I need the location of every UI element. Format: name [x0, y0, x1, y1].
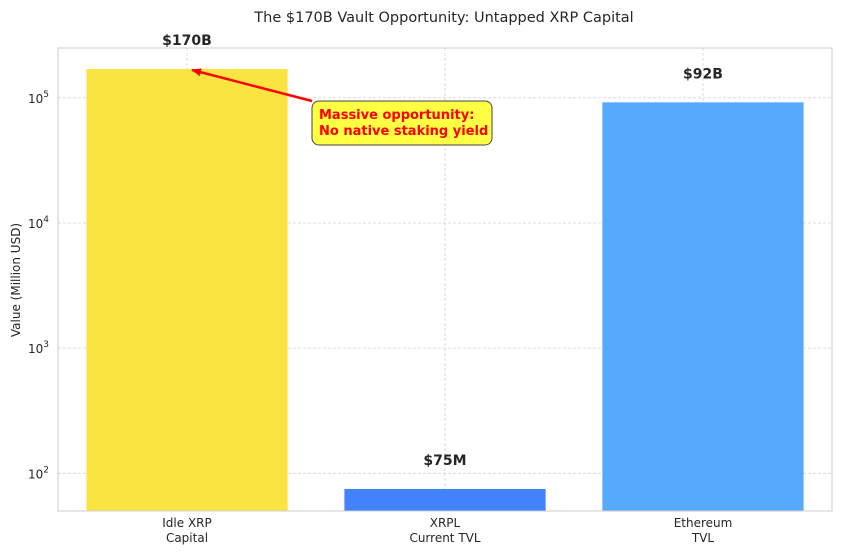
- y-axis-label: Value (Million USD): [9, 223, 23, 337]
- x-tick-label: Ethereum TVL: [674, 516, 733, 545]
- data-label: $75M: [423, 453, 466, 469]
- annotation-box: [311, 100, 493, 146]
- data-label: $170B: [162, 33, 212, 49]
- y-tick-label: 105: [28, 90, 49, 106]
- data-label: $92B: [683, 66, 723, 82]
- bar: [344, 488, 546, 511]
- plot-area-frame: [57, 47, 833, 512]
- annotation-text: No native staking yield: [319, 124, 488, 139]
- y-tick-label: 104: [28, 215, 49, 231]
- y-tick-label: 103: [28, 340, 49, 356]
- annotation: Massive opportunity:No native staking yi…: [191, 68, 493, 146]
- x-tick-label: XRPL Current TVL: [409, 516, 480, 545]
- bars: [86, 68, 804, 512]
- bar: [86, 68, 288, 512]
- chart-title: The $170B Vault Opportunity: Untapped XR…: [253, 10, 633, 26]
- annotation-arrow: [191, 68, 313, 103]
- x-tick-labels: Idle XRP Capital XRPL Current TVL Ethereum TV…: [162, 516, 732, 545]
- y-tick-label: 102: [28, 465, 49, 481]
- x-tick-label: Idle XRP Capital: [162, 516, 211, 545]
- y-tick-labels: 102 103 104 105: [28, 90, 49, 482]
- data-labels: $170B $75M $92B: [162, 33, 723, 469]
- annotation-text: Massive opportunity:: [319, 108, 474, 123]
- bar: [602, 102, 804, 511]
